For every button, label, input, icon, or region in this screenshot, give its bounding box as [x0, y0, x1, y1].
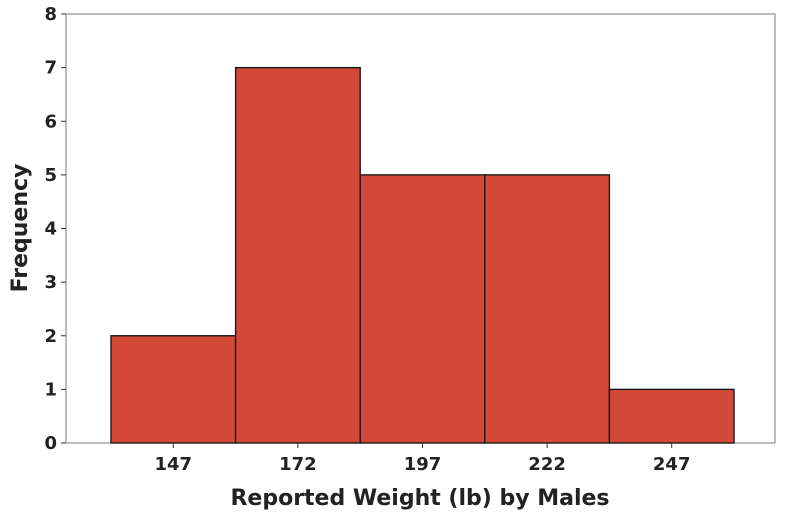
bar-197	[359, 174, 486, 444]
bar-147	[110, 335, 237, 444]
x-tick-label: 147	[155, 454, 193, 475]
y-tick-label: 2	[44, 326, 57, 347]
y-tick-label: 6	[44, 111, 57, 132]
bar-172	[234, 66, 361, 444]
bar-247	[608, 388, 735, 444]
y-tick-label: 8	[44, 4, 57, 25]
y-tick-label: 0	[44, 433, 57, 454]
x-axis-label: Reported Weight (lb) by Males	[230, 486, 609, 511]
x-tick-label: 172	[279, 454, 317, 475]
x-tick-label: 247	[653, 454, 691, 475]
bars-group	[110, 66, 735, 444]
y-tick-label: 7	[44, 58, 57, 79]
y-axis-label: Frequency	[8, 164, 33, 293]
y-tick-label: 4	[44, 219, 57, 240]
bar-222	[484, 174, 611, 444]
y-tick-label: 1	[44, 379, 57, 400]
x-axis-ticks: 147 172 197 222 247	[155, 443, 691, 475]
x-tick-label: 222	[528, 454, 566, 475]
y-tick-label: 5	[44, 165, 57, 186]
y-axis-ticks: 0 1 2 3 4 5 6 7 8	[44, 4, 66, 454]
x-tick-label: 197	[404, 454, 442, 475]
y-tick-label: 3	[44, 272, 57, 293]
